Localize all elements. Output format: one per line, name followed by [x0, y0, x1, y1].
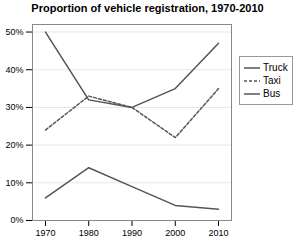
svg-text:1980: 1980 — [79, 228, 99, 238]
svg-text:0%: 0% — [10, 215, 23, 225]
svg-text:2000: 2000 — [165, 228, 185, 238]
svg-text:30%: 30% — [5, 102, 23, 112]
html-text:Truck: Truck — [263, 62, 288, 73]
svg-text:40%: 40% — [5, 65, 23, 75]
html-text:Taxi: Taxi — [263, 75, 281, 86]
svg-text:20%: 20% — [5, 140, 23, 150]
svg-text:1970: 1970 — [35, 228, 55, 238]
svg-text:2010: 2010 — [209, 228, 229, 238]
svg-text:50%: 50% — [5, 27, 23, 37]
svg-text:10%: 10% — [5, 178, 23, 188]
svg-text:1990: 1990 — [122, 228, 142, 238]
html-text:Proportion of vehicle registra: Proportion of vehicle registration, 1970… — [31, 2, 264, 14]
html-text:Bus: Bus — [263, 88, 281, 99]
